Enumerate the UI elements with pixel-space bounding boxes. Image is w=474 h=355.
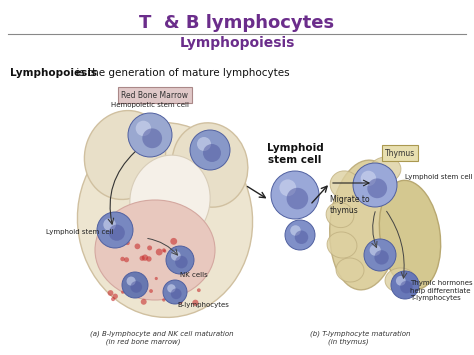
Circle shape [400,281,413,293]
Text: Hemopoietic stem cell: Hemopoietic stem cell [111,102,189,108]
Circle shape [391,271,419,299]
Circle shape [162,248,166,252]
Circle shape [197,137,211,151]
Ellipse shape [84,110,165,200]
Circle shape [167,284,175,293]
Text: Thymus: Thymus [385,148,415,158]
Circle shape [176,298,183,304]
Circle shape [126,241,130,245]
Circle shape [175,256,188,268]
Circle shape [130,281,142,293]
Circle shape [127,277,136,286]
Circle shape [285,220,315,250]
Circle shape [374,250,389,264]
Circle shape [147,245,152,250]
Circle shape [167,258,172,263]
Circle shape [163,250,166,253]
Ellipse shape [330,171,360,199]
Text: Red Bone Marrow: Red Bone Marrow [121,91,189,99]
Circle shape [197,288,201,292]
Ellipse shape [336,258,364,282]
Text: Lymphopoiesis: Lymphopoiesis [10,68,97,78]
Ellipse shape [95,200,215,300]
Ellipse shape [326,202,354,228]
Circle shape [370,245,381,256]
Circle shape [192,300,199,306]
Circle shape [166,246,194,274]
Circle shape [171,288,182,299]
Ellipse shape [172,123,248,207]
Text: is the generation of mature lymphocytes: is the generation of mature lymphocytes [73,68,290,78]
Ellipse shape [369,157,401,183]
Circle shape [279,179,296,196]
Text: Lymphoid
stem cell: Lymphoid stem cell [266,143,323,165]
Text: NK cells: NK cells [180,272,208,278]
Circle shape [156,248,163,256]
Circle shape [146,256,152,262]
Circle shape [136,121,151,136]
Circle shape [97,212,133,248]
Circle shape [124,257,129,262]
Ellipse shape [379,180,441,290]
Text: Migrate to
thymus: Migrate to thymus [330,195,370,215]
Circle shape [111,297,115,301]
Circle shape [162,298,165,302]
Circle shape [120,257,125,261]
Circle shape [135,244,140,249]
Circle shape [295,230,308,244]
Circle shape [112,294,118,299]
Circle shape [121,290,124,294]
Circle shape [155,277,158,280]
Circle shape [163,280,187,304]
Text: Lymphoid stem cell: Lymphoid stem cell [46,229,114,235]
Circle shape [287,188,308,209]
Text: Lymphoid stem cell: Lymphoid stem cell [405,174,473,180]
Text: B-lymphocytes: B-lymphocytes [177,302,229,308]
Text: (b) T-lymphocyte maturation
        (in thymus): (b) T-lymphocyte maturation (in thymus) [310,330,410,345]
Ellipse shape [330,160,401,290]
Circle shape [122,272,148,298]
Circle shape [183,252,187,256]
Circle shape [170,238,177,245]
Circle shape [142,255,148,261]
Circle shape [203,144,221,162]
Circle shape [190,130,230,170]
Circle shape [149,289,153,293]
Circle shape [364,239,396,271]
Circle shape [139,256,145,261]
Circle shape [103,218,116,231]
Circle shape [361,171,376,186]
Text: Thymic hormones
help differentiate
T-lymphocytes: Thymic hormones help differentiate T-lym… [410,280,473,301]
Circle shape [271,171,319,219]
Circle shape [128,113,172,157]
Ellipse shape [327,232,357,258]
Circle shape [109,225,125,241]
Ellipse shape [385,268,415,292]
Circle shape [108,290,113,296]
Circle shape [353,163,397,207]
Text: T  & B lymphocytes: T & B lymphocytes [139,14,335,32]
Ellipse shape [130,155,210,245]
Circle shape [142,129,162,148]
Circle shape [290,225,301,236]
Circle shape [171,251,181,261]
Circle shape [367,179,387,198]
Text: (a) B-lymphocyte and NK cell maturation
       (in red bone marrow): (a) B-lymphocyte and NK cell maturation … [90,330,234,345]
Circle shape [141,299,146,305]
Circle shape [396,276,406,286]
Ellipse shape [77,122,253,317]
Text: Lymphopoiesis: Lymphopoiesis [179,36,295,50]
